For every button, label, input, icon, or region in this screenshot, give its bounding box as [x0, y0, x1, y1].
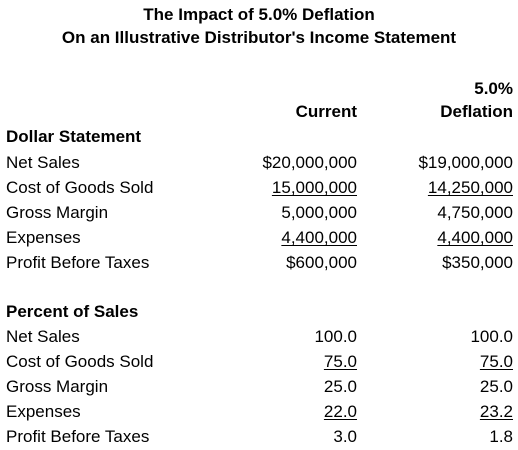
current-value: $20,000,000 — [262, 153, 357, 172]
row-label: Expenses — [6, 402, 81, 421]
deflation-value: 1.8 — [489, 427, 513, 446]
current-value: 25.0 — [323, 377, 357, 396]
current-value: 100.0 — [314, 327, 357, 346]
current-value: 5,000,000 — [281, 203, 357, 222]
deflation-value: 4,400,000 — [437, 228, 513, 247]
table-row: Net Sales 100.0 100.0 — [0, 326, 518, 350]
table-row: Gross Margin 5,000,000 4,750,000 — [0, 202, 518, 226]
row-label: Net Sales — [6, 327, 80, 346]
row-label: Cost of Goods Sold — [6, 178, 154, 197]
title-line-2: On an Illustrative Distributor's Income … — [61, 28, 457, 47]
current-column-header: Current — [295, 102, 357, 121]
deflation-value: 100.0 — [470, 327, 513, 346]
current-value: 3.0 — [333, 427, 357, 446]
current-value: $600,000 — [286, 253, 357, 272]
percent-of-sales-heading: Percent of Sales — [6, 302, 139, 321]
deflation-column-header: Deflation — [440, 102, 513, 121]
current-value: 15,000,000 — [271, 178, 357, 197]
table-row: Profit Before Taxes 3.0 1.8 — [0, 426, 518, 450]
deflation-header-rate: 5.0% — [474, 79, 513, 98]
table-row: Expenses 22.0 23.2 — [0, 401, 518, 425]
deflation-value: $19,000,000 — [418, 153, 513, 172]
deflation-value: 14,250,000 — [427, 178, 513, 197]
row-label: Gross Margin — [6, 203, 109, 222]
row-label: Cost of Goods Sold — [6, 352, 154, 371]
dollar-statement-heading: Dollar Statement — [6, 127, 142, 146]
table-row: Gross Margin 25.0 25.0 — [0, 376, 518, 400]
deflation-value: 25.0 — [479, 377, 513, 396]
table-row: Net Sales $20,000,000 $19,000,000 — [0, 152, 518, 176]
table-row: Profit Before Taxes $600,000 $350,000 — [0, 252, 518, 276]
row-label: Expenses — [6, 228, 81, 247]
deflation-value: 75.0 — [479, 352, 513, 371]
deflation-value: 4,750,000 — [437, 203, 513, 222]
current-value: 75.0 — [323, 352, 357, 371]
table-row: Cost of Goods Sold 15,000,000 14,250,000 — [0, 177, 518, 201]
title-line-1: The Impact of 5.0% Deflation — [143, 5, 375, 24]
row-label: Profit Before Taxes — [6, 427, 150, 446]
current-value: 4,400,000 — [281, 228, 357, 247]
row-label: Profit Before Taxes — [6, 253, 150, 272]
table-row: Expenses 4,400,000 4,400,000 — [0, 227, 518, 251]
row-label: Gross Margin — [6, 377, 109, 396]
row-label: Net Sales — [6, 153, 80, 172]
deflation-value: 23.2 — [479, 402, 513, 421]
current-value: 22.0 — [323, 402, 357, 421]
deflation-value: $350,000 — [442, 253, 513, 272]
table-row: Cost of Goods Sold 75.0 75.0 — [0, 351, 518, 375]
